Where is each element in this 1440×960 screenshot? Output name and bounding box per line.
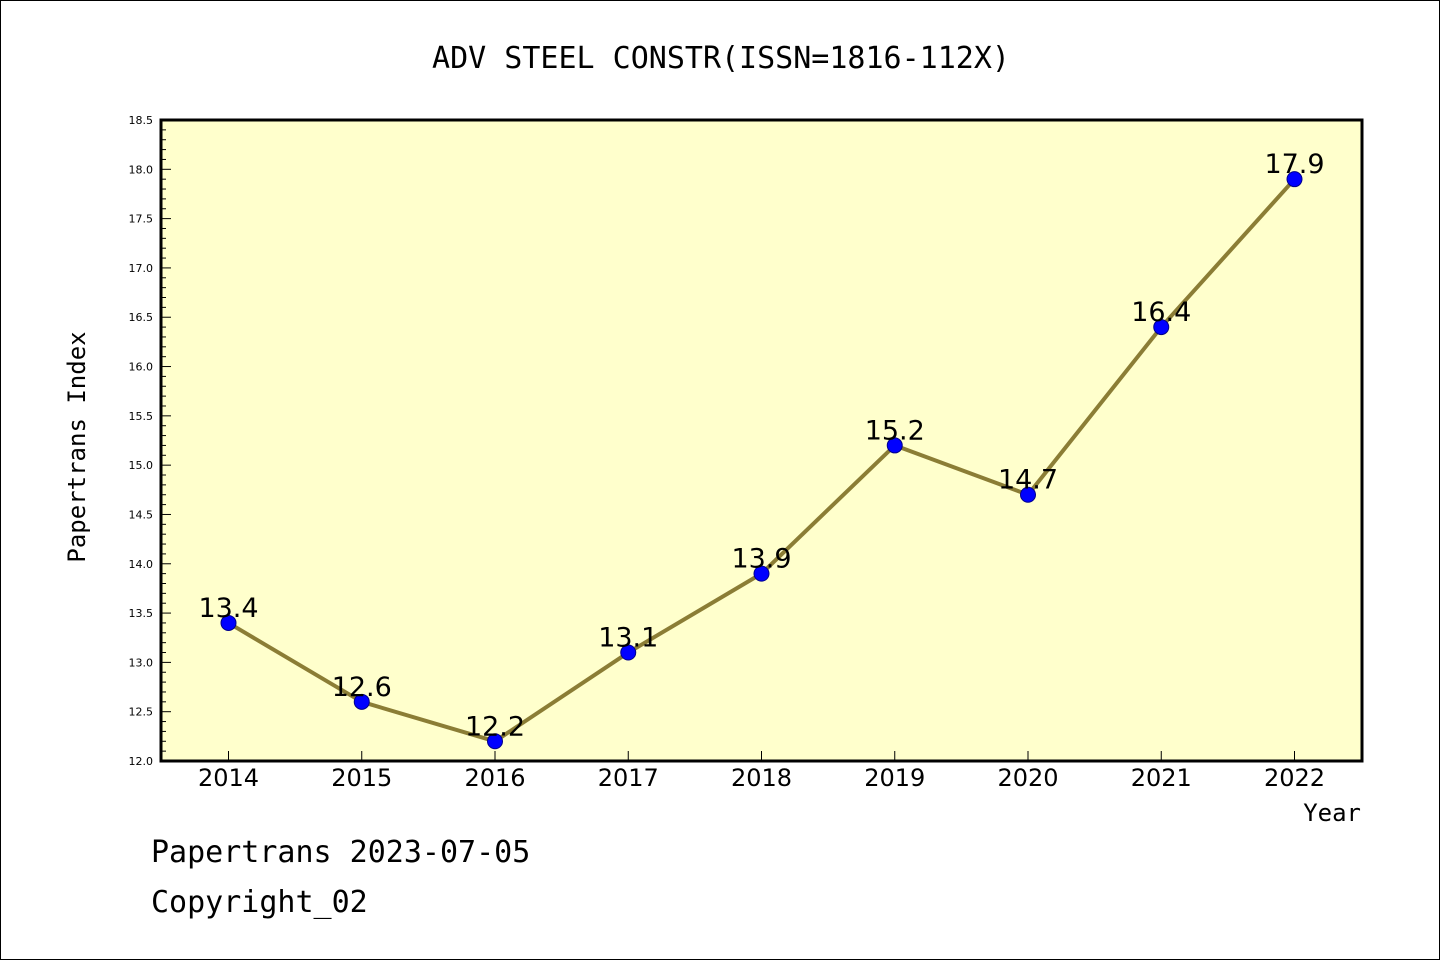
plot-area <box>161 120 1362 761</box>
data-label: 13.9 <box>731 544 791 575</box>
data-point <box>1153 319 1170 336</box>
y-tick-label: 13.0 <box>129 656 154 669</box>
y-tick-label: 13.5 <box>129 607 154 620</box>
y-tick-label: 17.0 <box>129 262 154 275</box>
y-tick-label: 12.0 <box>129 755 154 768</box>
y-axis-label: Papertrans Index <box>63 331 91 562</box>
x-tick-label: 2015 <box>331 764 392 792</box>
x-tick-label: 2019 <box>864 764 925 792</box>
footer-date: Papertrans 2023-07-05 <box>151 835 531 870</box>
data-label: 12.6 <box>332 672 392 703</box>
x-axis-label: Year <box>1303 799 1361 827</box>
data-label: 12.2 <box>465 711 525 742</box>
x-tick-label: 2020 <box>997 764 1058 792</box>
data-label: 15.2 <box>865 415 925 446</box>
data-point <box>753 565 770 582</box>
y-tick-label: 17.5 <box>129 213 154 226</box>
y-tick-label: 12.5 <box>129 706 154 719</box>
data-point <box>487 733 503 750</box>
x-tick-label: 2014 <box>198 764 259 792</box>
data-point <box>220 614 237 631</box>
data-label: 14.7 <box>998 465 1058 496</box>
y-tick-label: 16.5 <box>129 311 154 324</box>
y-tick-label: 15.0 <box>129 459 154 472</box>
data-point <box>1286 171 1303 188</box>
data-point <box>886 437 903 454</box>
x-tick-label: 2021 <box>1131 764 1192 792</box>
y-tick-label: 18.5 <box>129 114 154 127</box>
x-tick-label: 2016 <box>464 764 525 792</box>
data-label: 16.4 <box>1131 297 1191 328</box>
y-tick-label: 14.0 <box>129 558 154 571</box>
y-tick-label: 14.5 <box>129 508 154 521</box>
data-label: 17.9 <box>1264 149 1324 180</box>
x-tick-label: 2017 <box>598 764 659 792</box>
y-tick-label: 18.0 <box>129 163 154 176</box>
footer-copyright: Copyright_02 <box>151 885 368 920</box>
plot-border <box>159 118 1364 763</box>
x-tick-label: 2018 <box>731 764 792 792</box>
data-point <box>620 644 637 661</box>
data-label: 13.1 <box>598 623 658 654</box>
data-point <box>353 693 370 710</box>
x-tick-label: 2022 <box>1264 764 1325 792</box>
y-tick-label: 15.5 <box>129 410 154 423</box>
data-label: 13.4 <box>198 593 258 624</box>
y-tick-label: 16.0 <box>129 361 154 374</box>
chart-title: ADV STEEL CONSTR(ISSN=1816-112X) <box>432 41 1010 76</box>
data-point <box>1020 486 1036 503</box>
